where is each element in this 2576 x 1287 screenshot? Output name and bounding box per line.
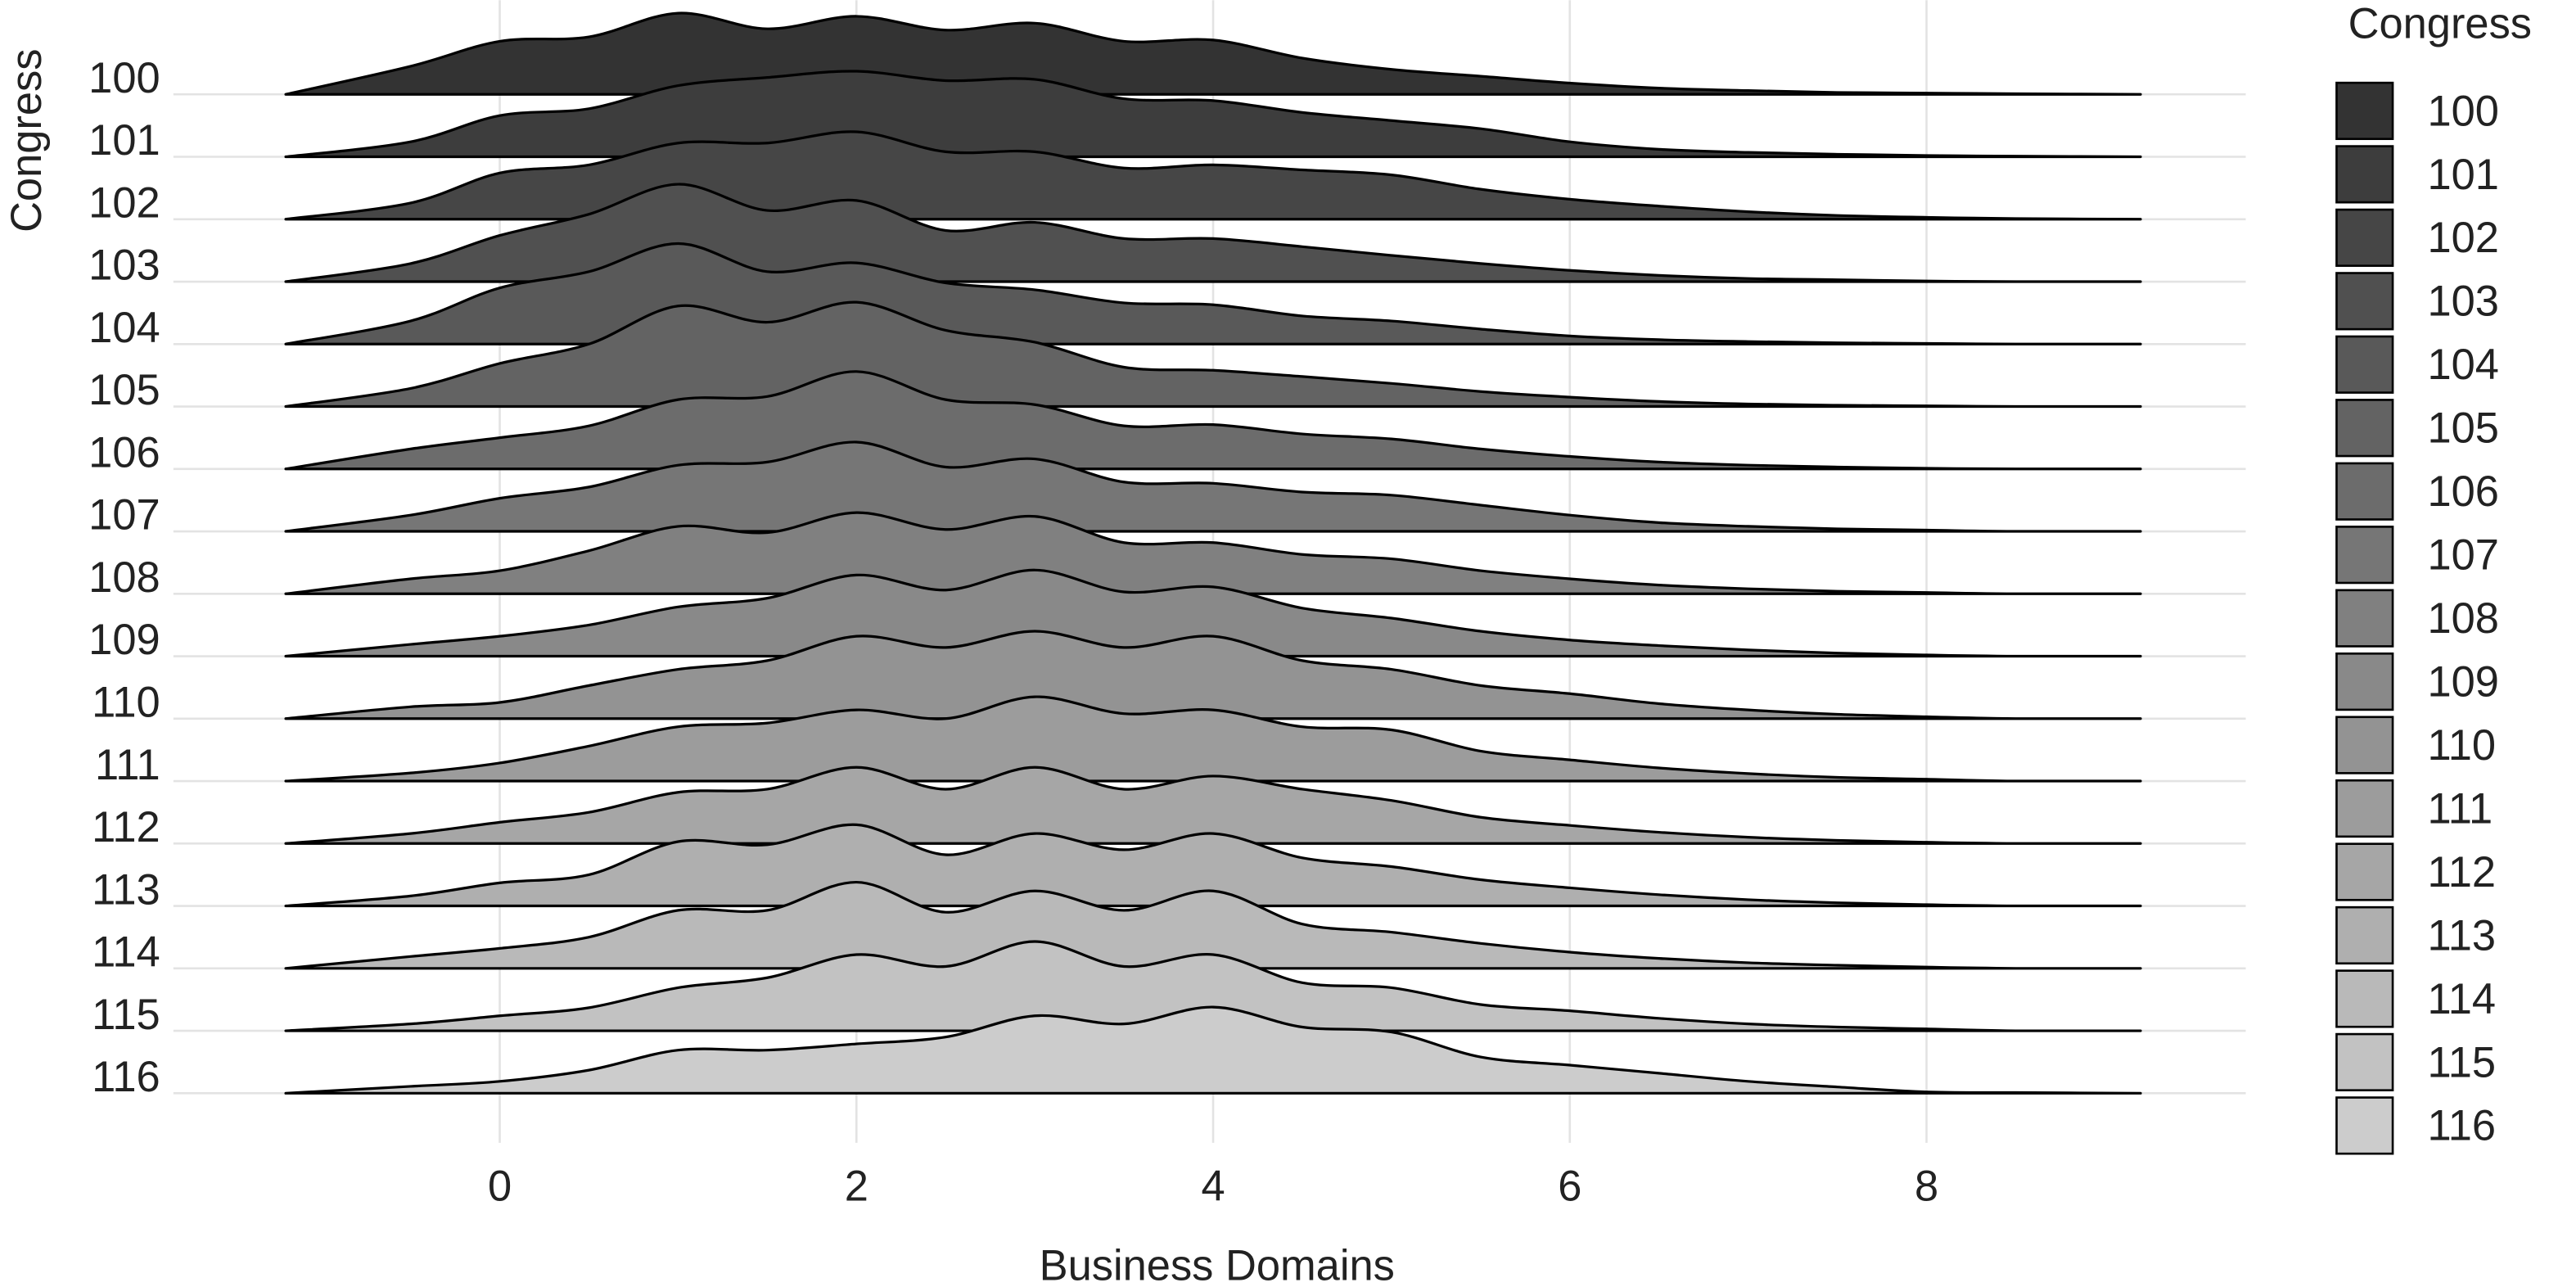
x-tick-label: 4 (1201, 1163, 1225, 1211)
y-tick-label: 106 (88, 429, 160, 476)
ridge (284, 511, 2142, 595)
ridge (284, 568, 2142, 658)
ridge (284, 1005, 2142, 1095)
legend-title: Congress (2348, 0, 2532, 47)
legend-label: 113 (2427, 912, 2496, 960)
legend-swatch (2335, 589, 2394, 648)
legend-swatch (2335, 462, 2394, 521)
legend-swatch (2335, 145, 2394, 204)
legend-swatch (2335, 716, 2394, 774)
legend-swatch (2335, 399, 2394, 458)
legend-label: 116 (2427, 1103, 2496, 1150)
legend-label: 115 (2427, 1039, 2496, 1086)
legend-label: 100 (2427, 88, 2499, 135)
legend-label: 112 (2427, 849, 2496, 896)
y-tick-label: 113 (92, 866, 160, 914)
ridge (284, 130, 2142, 221)
ridge (284, 630, 2142, 720)
legend-label: 102 (2427, 214, 2499, 262)
legend-swatch (2335, 208, 2394, 267)
x-tick-label: 6 (1558, 1163, 1581, 1211)
ridge (284, 183, 2142, 283)
y-tick-label: 111 (95, 742, 160, 789)
ridge (284, 823, 2142, 908)
y-tick-label: 105 (88, 367, 160, 414)
x-tick-label: 2 (845, 1163, 868, 1211)
y-tick-label: 108 (88, 554, 160, 602)
ridge (284, 370, 2142, 471)
legend-swatch (2335, 1032, 2394, 1091)
legend-label: 101 (2427, 151, 2499, 199)
ridge (284, 70, 2142, 159)
legend-swatch (2335, 81, 2394, 141)
y-axis-title: Congress (3, 49, 51, 233)
legend-label: 111 (2427, 785, 2493, 833)
y-tick-label: 101 (88, 117, 160, 165)
legend-label: 104 (2427, 341, 2499, 389)
legend-swatch (2335, 526, 2394, 585)
legend-label: 103 (2427, 278, 2499, 326)
y-tick-label: 103 (88, 242, 160, 290)
ridge (284, 440, 2142, 533)
x-axis-title: Business Domains (1040, 1242, 1395, 1287)
legend-label: 105 (2427, 405, 2499, 453)
y-tick-label: 104 (88, 305, 160, 352)
ridge (284, 300, 2142, 409)
legend-swatch (2335, 272, 2394, 331)
ridge (284, 242, 2142, 345)
legend-label: 106 (2427, 468, 2499, 516)
y-tick-label: 115 (92, 991, 160, 1039)
y-tick-label: 110 (92, 680, 160, 727)
legend-swatch (2335, 905, 2394, 965)
y-tick-label: 116 (92, 1054, 160, 1101)
legend-label: 107 (2427, 532, 2499, 580)
ridge (284, 11, 2142, 96)
legend-swatch (2335, 1096, 2394, 1155)
y-tick-label: 109 (88, 616, 160, 664)
x-tick-label: 8 (1915, 1163, 1938, 1211)
ridge (284, 880, 2142, 970)
legend-label: 114 (2427, 976, 2496, 1023)
ridge (284, 765, 2142, 845)
legend-swatch (2335, 652, 2394, 711)
y-tick-label: 112 (92, 804, 160, 851)
y-tick-label: 107 (88, 492, 160, 540)
ridge (284, 940, 2142, 1032)
legend-swatch (2335, 969, 2394, 1028)
legend-label: 108 (2427, 595, 2499, 643)
legend-swatch (2335, 335, 2394, 394)
legend-label: 110 (2427, 722, 2496, 770)
y-tick-label: 114 (92, 929, 160, 977)
legend-label: 109 (2427, 658, 2499, 706)
legend-swatch (2335, 842, 2394, 901)
x-tick-label: 0 (488, 1163, 512, 1211)
y-tick-label: 100 (88, 55, 160, 102)
legend-swatch (2335, 779, 2394, 838)
y-tick-label: 102 (88, 179, 160, 227)
ridge (284, 695, 2142, 783)
